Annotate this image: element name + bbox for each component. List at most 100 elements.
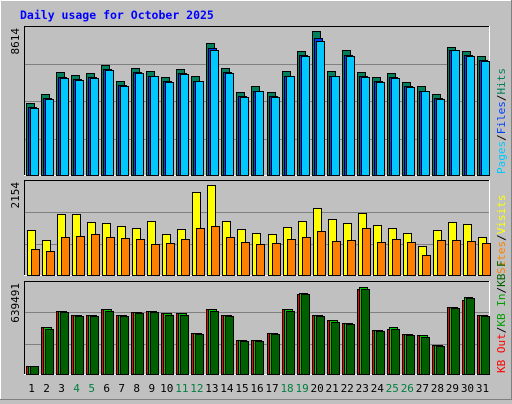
legend-entry: / bbox=[495, 234, 508, 241]
day-label-8: 8 bbox=[133, 382, 140, 395]
bar-kb-out-day-23 bbox=[361, 289, 370, 375]
bar-kb-out-day-9 bbox=[150, 312, 159, 375]
bar-kb-out-day-11 bbox=[180, 315, 189, 375]
bar-pages-day-6 bbox=[105, 70, 114, 176]
legend-entry: KB Out bbox=[495, 333, 508, 373]
bar-sites-day-3 bbox=[61, 237, 70, 276]
bar-pages-day-5 bbox=[90, 78, 99, 176]
bar-kb-out-day-27 bbox=[421, 337, 430, 375]
bar-pages-day-1 bbox=[30, 108, 39, 176]
bar-sites-day-24 bbox=[377, 242, 386, 276]
legend-entry: / bbox=[495, 327, 508, 334]
bar-sites-day-19 bbox=[302, 237, 311, 276]
bar-pages-day-25 bbox=[391, 78, 400, 176]
bar-pages-day-24 bbox=[376, 82, 385, 176]
day-label-18: 18 bbox=[280, 382, 293, 395]
bar-pages-day-7 bbox=[120, 86, 129, 176]
bar-sites-day-11 bbox=[181, 239, 190, 276]
bar-pages-day-26 bbox=[406, 87, 415, 176]
bar-pages-day-2 bbox=[45, 99, 54, 176]
chart-panels: 8614Pages/Files/Hits2154Sites/Visits6394… bbox=[9, 26, 508, 375]
bar-sites-day-2 bbox=[46, 251, 55, 276]
bar-kb-out-day-21 bbox=[331, 322, 340, 375]
day-label-2: 2 bbox=[43, 382, 50, 395]
bar-sites-day-29 bbox=[452, 240, 461, 276]
bar-sites-day-5 bbox=[91, 234, 100, 276]
day-label-10: 10 bbox=[160, 382, 173, 395]
day-label-14: 14 bbox=[220, 382, 234, 395]
day-label-22: 22 bbox=[341, 382, 354, 395]
bar-kb-out-day-24 bbox=[376, 331, 385, 375]
bar-pages-day-11 bbox=[180, 74, 189, 176]
bar-pages-day-22 bbox=[346, 56, 355, 176]
bar-sites-day-9 bbox=[151, 244, 160, 276]
bar-kb-out-day-30 bbox=[466, 298, 475, 375]
bar-pages-day-23 bbox=[361, 77, 370, 176]
bar-kb-out-day-14 bbox=[225, 316, 234, 375]
bar-kb-out-day-18 bbox=[286, 311, 295, 375]
bar-kb-out-day-25 bbox=[391, 329, 400, 375]
legend-entry: Hits bbox=[495, 68, 508, 95]
chart-title: Daily usage for October 2025 bbox=[20, 8, 214, 22]
legend-entry: / bbox=[495, 95, 508, 102]
day-label-27: 27 bbox=[416, 382, 429, 395]
day-label-25: 25 bbox=[386, 382, 399, 395]
day-label-21: 21 bbox=[326, 382, 339, 395]
bar-sites-day-20 bbox=[317, 231, 326, 276]
bar-pages-day-21 bbox=[331, 76, 340, 176]
bar-sites-day-14 bbox=[226, 237, 235, 276]
bar-kb-out-day-7 bbox=[120, 316, 129, 375]
day-label-9: 9 bbox=[148, 382, 155, 395]
bar-pages-day-13 bbox=[210, 50, 219, 176]
bar-pages-day-27 bbox=[421, 91, 430, 176]
day-label-5: 5 bbox=[88, 382, 95, 395]
bar-sites-day-17 bbox=[272, 243, 281, 276]
day-label-20: 20 bbox=[311, 382, 324, 395]
panel-hits-files-pages: 8614 Pages/Files/Hits bbox=[9, 26, 508, 176]
day-label-4: 4 bbox=[73, 382, 80, 395]
day-label-30: 30 bbox=[461, 382, 474, 395]
bar-sites-day-4 bbox=[76, 236, 85, 276]
bar-sites-day-18 bbox=[287, 239, 296, 276]
legend-entry: / bbox=[495, 287, 508, 294]
bar-sites-day-13 bbox=[211, 226, 220, 276]
bar-kb-out-day-15 bbox=[240, 341, 249, 375]
legend-hits-files-pages: Pages/Files/Hits bbox=[495, 68, 508, 174]
bar-kb-out-day-20 bbox=[316, 316, 325, 375]
day-label-17: 17 bbox=[265, 382, 278, 395]
legend-entry: KB F bbox=[495, 260, 508, 287]
bar-pages-day-18 bbox=[286, 76, 295, 176]
y-max-label-hits-files-pages: 8614 bbox=[9, 28, 22, 55]
bar-pages-day-10 bbox=[165, 82, 174, 176]
day-label-1: 1 bbox=[28, 382, 35, 395]
bar-kb-out-day-8 bbox=[135, 313, 144, 375]
day-label-7: 7 bbox=[118, 382, 125, 395]
bar-kb-out-day-22 bbox=[346, 324, 355, 375]
day-label-12: 12 bbox=[190, 382, 203, 395]
legend-entry: KB In bbox=[495, 294, 508, 327]
bar-kb-out-day-1 bbox=[30, 366, 39, 375]
bar-kb-out-day-3 bbox=[60, 312, 69, 375]
bar-sites-day-8 bbox=[136, 239, 145, 276]
bar-pages-day-20 bbox=[316, 41, 325, 176]
legend-entry: Sites bbox=[495, 241, 508, 274]
bar-pages-day-8 bbox=[135, 73, 144, 176]
day-label-26: 26 bbox=[401, 382, 414, 395]
bar-sites-day-1 bbox=[31, 249, 40, 276]
bar-kb-out-day-17 bbox=[271, 334, 280, 375]
bar-sites-day-21 bbox=[332, 241, 341, 276]
bar-pages-day-17 bbox=[271, 97, 280, 176]
bar-sites-day-10 bbox=[166, 243, 175, 276]
bar-kb-out-day-12 bbox=[195, 334, 204, 375]
day-label-29: 29 bbox=[446, 382, 459, 395]
bar-kb-out-day-29 bbox=[451, 308, 460, 375]
legend-kb: KB Out/KB In/KB F bbox=[495, 260, 508, 373]
bar-kb-out-day-13 bbox=[210, 311, 219, 375]
bar-kb-out-day-26 bbox=[406, 335, 415, 375]
y-max-label-kb: 639491 bbox=[9, 283, 22, 323]
bar-pages-day-4 bbox=[75, 80, 84, 176]
bar-sites-day-31 bbox=[482, 243, 491, 276]
